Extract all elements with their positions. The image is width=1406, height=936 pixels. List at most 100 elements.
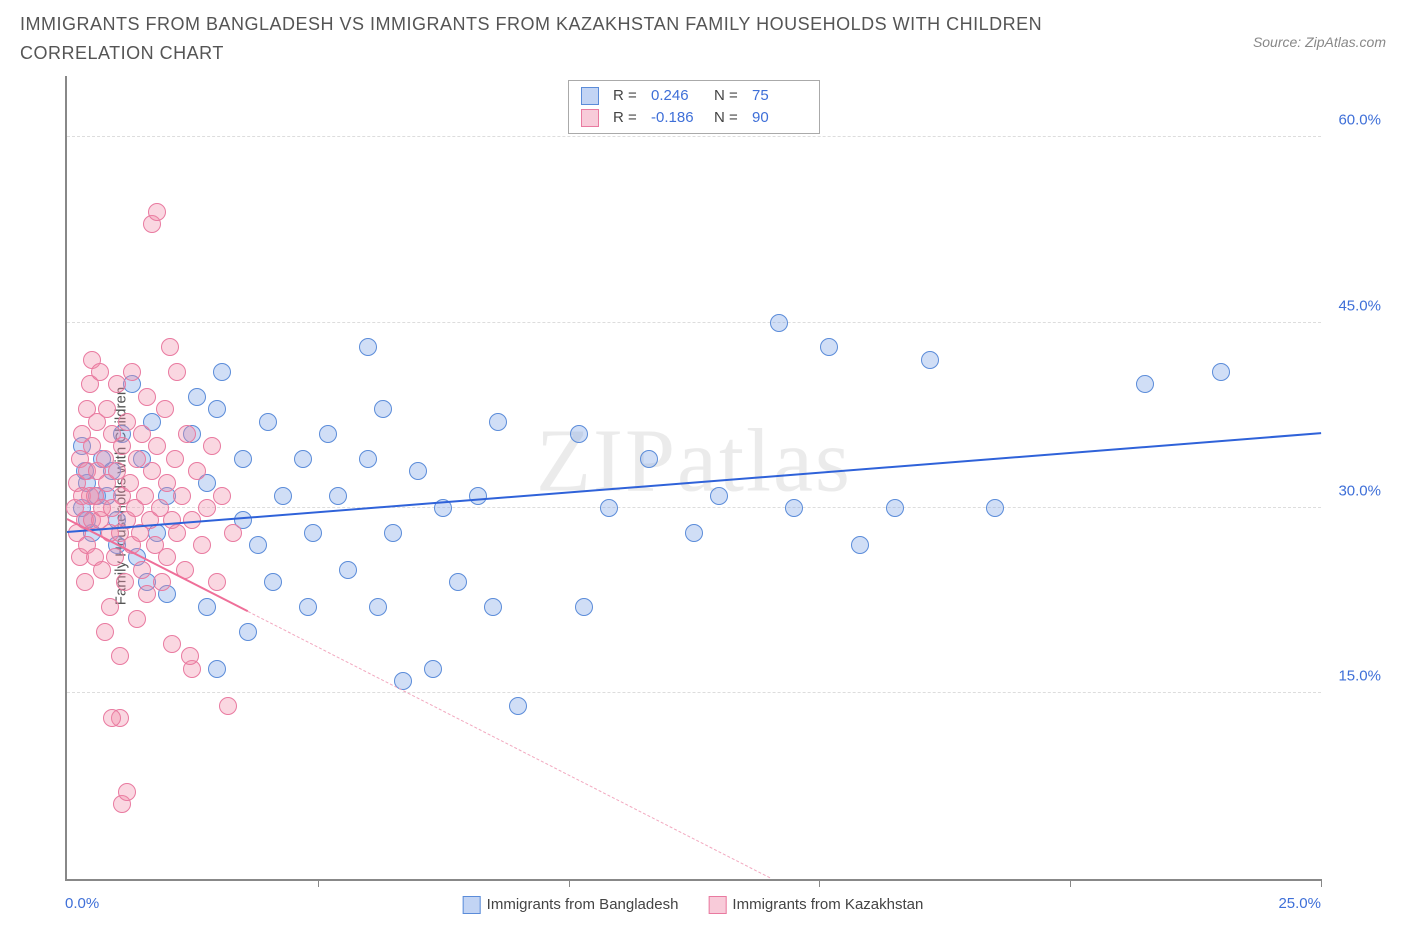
data-point [76,573,94,591]
data-point [259,413,277,431]
data-point [484,598,502,616]
data-point [208,400,226,418]
chart-title: IMMIGRANTS FROM BANGLADESH VS IMMIGRANTS… [20,10,1120,68]
legend-swatch [581,87,599,105]
data-point [208,573,226,591]
data-point [685,524,703,542]
series-legend-item: Immigrants from Kazakhstan [708,896,923,914]
correlation-legend-row: R =0.246N =75 [581,85,807,107]
data-point [369,598,387,616]
x-axis-row: 0.0% Immigrants from BangladeshImmigrant… [65,886,1321,916]
gridline [67,322,1321,323]
data-point [1212,363,1230,381]
data-point [193,536,211,554]
plot-area: ZIPatlas R =0.246N =75R =-0.186N =90 15.… [65,76,1321,881]
data-point [509,697,527,715]
data-point [274,487,292,505]
data-point [123,363,141,381]
data-point [91,363,109,381]
data-point [128,450,146,468]
data-point [168,524,186,542]
y-tick-label: 15.0% [1338,668,1381,685]
data-point [156,400,174,418]
data-point [264,573,282,591]
data-point [208,660,226,678]
data-point [299,598,317,616]
source-label: Source: ZipAtlas.com [1253,34,1386,50]
y-tick-label: 60.0% [1338,112,1381,129]
y-tick-label: 30.0% [1338,482,1381,499]
legend-swatch [708,896,726,914]
chart-container: Family Households with Children ZIPatlas… [20,76,1386,916]
data-point [213,363,231,381]
data-point [820,338,838,356]
data-point [424,660,442,678]
data-point [921,351,939,369]
trend-line [247,612,769,879]
data-point [469,487,487,505]
data-point [304,524,322,542]
data-point [173,487,191,505]
data-point [213,487,231,505]
data-point [249,536,267,554]
data-point [96,623,114,641]
gridline [67,507,1321,508]
watermark: ZIPatlas [536,410,852,513]
data-point [374,400,392,418]
data-point [986,499,1004,517]
data-point [319,425,337,443]
data-point [111,647,129,665]
data-point [886,499,904,517]
data-point [329,487,347,505]
data-point [128,610,146,628]
data-point [108,375,126,393]
data-point [384,524,402,542]
data-point [118,783,136,801]
data-point [710,487,728,505]
data-point [143,462,161,480]
data-point [640,450,658,468]
data-point [138,585,156,603]
data-point [219,697,237,715]
data-point [163,635,181,653]
data-point [339,561,357,579]
data-point [98,400,116,418]
data-point [178,425,196,443]
data-point [161,338,179,356]
data-point [181,647,199,665]
data-point [136,487,154,505]
data-point [158,474,176,492]
data-point [101,598,119,616]
data-point [133,425,151,443]
x-tick [1321,879,1322,887]
series-legend-item: Immigrants from Bangladesh [463,896,679,914]
data-point [600,499,618,517]
data-point [575,598,593,616]
legend-swatch [463,896,481,914]
data-point [851,536,869,554]
data-point [113,437,131,455]
data-point [116,573,134,591]
correlation-legend-row: R =-0.186N =90 [581,107,807,129]
data-point [224,524,242,542]
gridline [67,692,1321,693]
data-point [198,598,216,616]
trend-line [67,432,1321,533]
data-point [359,338,377,356]
x-axis-max-label: 25.0% [1278,895,1321,912]
gridline [67,136,1321,137]
data-point [188,462,206,480]
data-point [133,561,151,579]
data-point [138,388,156,406]
data-point [449,573,467,591]
data-point [106,548,124,566]
correlation-legend: R =0.246N =75R =-0.186N =90 [568,80,820,134]
data-point [153,573,171,591]
data-point [785,499,803,517]
data-point [121,474,139,492]
data-point [148,437,166,455]
data-point [359,450,377,468]
data-point [188,388,206,406]
data-point [158,548,176,566]
data-point [148,203,166,221]
